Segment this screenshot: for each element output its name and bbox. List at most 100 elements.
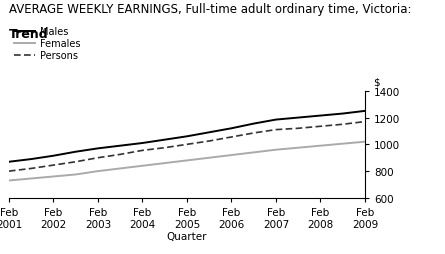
Females — [73, 173, 78, 176]
Males — [6, 161, 12, 164]
Females — [218, 155, 223, 158]
Persons — [307, 126, 312, 129]
Females — [95, 170, 101, 173]
Males — [318, 115, 323, 118]
Females — [129, 166, 134, 169]
Females — [251, 151, 256, 154]
Persons — [40, 166, 45, 169]
Males — [262, 121, 267, 124]
Males — [273, 119, 279, 122]
Females — [84, 172, 89, 175]
Females — [195, 158, 201, 161]
Females — [351, 141, 356, 145]
Females — [318, 145, 323, 148]
Males — [218, 129, 223, 132]
Line: Persons: Persons — [9, 122, 365, 171]
Persons — [351, 122, 356, 125]
Females — [162, 162, 167, 165]
Persons — [273, 129, 279, 132]
Persons — [184, 143, 190, 146]
Persons — [62, 162, 67, 165]
Persons — [362, 121, 368, 124]
Males — [129, 143, 134, 146]
Males — [229, 127, 234, 130]
Females — [117, 167, 123, 170]
Persons — [340, 123, 345, 126]
Persons — [6, 170, 12, 173]
Females — [28, 177, 34, 180]
Text: $: $ — [373, 78, 379, 88]
Persons — [295, 127, 301, 130]
Females — [106, 169, 112, 172]
Persons — [329, 124, 334, 127]
Persons — [240, 134, 245, 137]
Text: AVERAGE WEEKLY EARNINGS, Full-time adult ordinary time, Victoria:: AVERAGE WEEKLY EARNINGS, Full-time adult… — [9, 3, 411, 15]
Females — [40, 176, 45, 179]
Females — [273, 149, 279, 152]
Males — [151, 140, 156, 143]
Males — [195, 133, 201, 136]
Persons — [140, 149, 145, 152]
X-axis label: Quarter: Quarter — [166, 231, 207, 241]
Persons — [195, 141, 201, 145]
Males — [162, 139, 167, 142]
Females — [329, 144, 334, 147]
Males — [17, 159, 23, 162]
Line: Males: Males — [9, 112, 365, 162]
Females — [295, 147, 301, 150]
Line: Females: Females — [9, 142, 365, 181]
Males — [251, 123, 256, 126]
Males — [184, 135, 190, 138]
Persons — [129, 151, 134, 154]
Males — [362, 110, 368, 113]
Females — [6, 179, 12, 182]
Males — [206, 131, 212, 134]
Females — [340, 142, 345, 146]
Females — [362, 140, 368, 144]
Persons — [106, 155, 112, 158]
Persons — [95, 156, 101, 160]
Persons — [162, 147, 167, 150]
Persons — [117, 153, 123, 156]
Females — [140, 165, 145, 168]
Persons — [218, 138, 223, 141]
Persons — [151, 148, 156, 151]
Persons — [28, 167, 34, 170]
Females — [51, 175, 56, 178]
Females — [173, 161, 178, 164]
Persons — [84, 158, 89, 162]
Females — [229, 154, 234, 157]
Males — [117, 145, 123, 148]
Males — [329, 114, 334, 117]
Text: Trend: Trend — [9, 28, 49, 41]
Persons — [251, 132, 256, 135]
Males — [106, 146, 112, 149]
Females — [151, 163, 156, 166]
Males — [28, 158, 34, 161]
Females — [307, 146, 312, 149]
Females — [62, 174, 67, 177]
Females — [184, 159, 190, 162]
Persons — [262, 130, 267, 133]
Males — [51, 155, 56, 158]
Males — [84, 149, 89, 152]
Persons — [73, 161, 78, 164]
Persons — [51, 164, 56, 167]
Legend: Males, Females, Persons: Males, Females, Persons — [14, 27, 81, 61]
Females — [284, 148, 290, 151]
Males — [62, 153, 67, 156]
Females — [240, 153, 245, 156]
Persons — [173, 145, 178, 148]
Females — [17, 178, 23, 181]
Males — [173, 137, 178, 140]
Males — [240, 125, 245, 128]
Persons — [284, 128, 290, 131]
Males — [40, 156, 45, 159]
Females — [262, 150, 267, 153]
Males — [140, 142, 145, 145]
Persons — [318, 125, 323, 128]
Males — [284, 118, 290, 121]
Males — [340, 113, 345, 116]
Persons — [17, 169, 23, 172]
Males — [351, 111, 356, 114]
